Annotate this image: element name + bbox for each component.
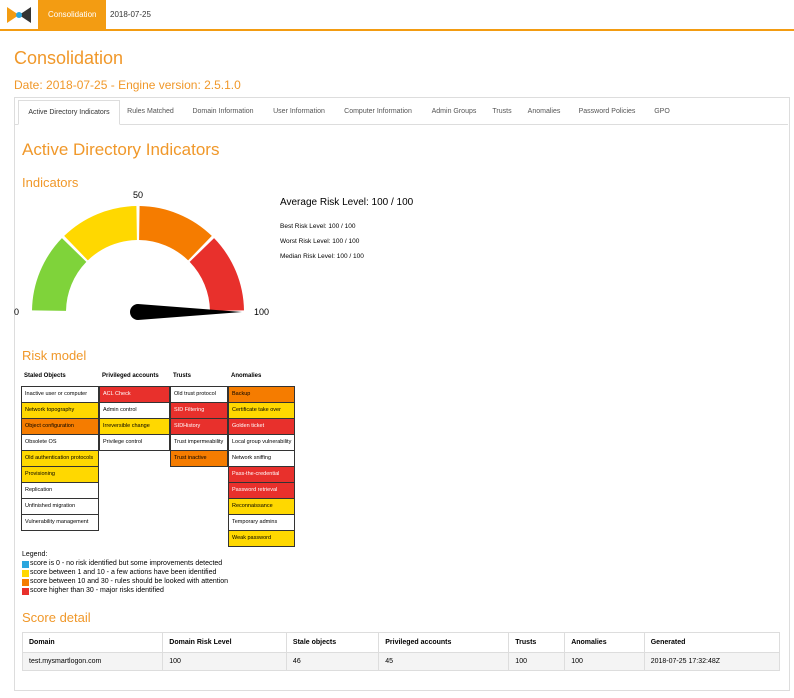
gauge-segment: [32, 238, 87, 311]
gauge-needle: [130, 304, 242, 320]
table-header: Domain Risk Level: [162, 632, 287, 653]
risk-cell[interactable]: Inactive user or computer: [21, 386, 99, 403]
risk-cell[interactable]: Unfinished migration: [21, 498, 99, 515]
table-header: Stale objects: [285, 632, 380, 653]
risk-cell[interactable]: Obsolete OS: [21, 434, 99, 451]
table-header: Generated: [643, 632, 781, 653]
risk-cell[interactable]: Reconnaissance: [228, 498, 295, 515]
table-header: Domain: [21, 632, 164, 653]
risk-cell[interactable]: SID Filtering: [170, 402, 228, 419]
legend-text: score between 10 and 30 - rules should b…: [30, 578, 229, 585]
table-header: Trusts: [508, 632, 566, 653]
risk-cell[interactable]: Admin control: [99, 402, 170, 419]
risk-cell[interactable]: ACL Check: [99, 386, 170, 403]
median-level: Median Risk Level: 100 / 100: [280, 253, 364, 260]
risk-cell[interactable]: SIDHistory: [170, 418, 228, 435]
table-cell: 45: [378, 652, 510, 671]
table-cell: 2018-07-25 17:32:48Z: [643, 652, 781, 671]
risk-cell[interactable]: Pass-the-credential: [228, 466, 295, 483]
legend-swatch: [22, 579, 29, 586]
tab[interactable]: Password Policies: [578, 108, 636, 115]
sub-heading: Score detail: [22, 610, 91, 625]
table-row: test.mysmartlogon.com 100 46 45 100 100 2018-0…: [21, 652, 781, 671]
table-cell: 100: [508, 652, 566, 671]
tab[interactable]: User Information: [273, 108, 325, 115]
gauge-label: 0: [14, 307, 19, 317]
risk-cell[interactable]: Replication: [21, 482, 99, 499]
risk-cell[interactable]: Local group vulnerability: [228, 434, 295, 451]
table-cell: 46: [285, 652, 380, 671]
tab[interactable]: Trusts: [492, 108, 512, 115]
risk-column-header: Anomalies: [231, 373, 262, 379]
page-title: Consolidation: [14, 48, 124, 68]
legend-swatch: [22, 588, 29, 595]
legend-swatch: [22, 570, 29, 577]
gauge-label: 50: [133, 190, 143, 200]
tab[interactable]: Computer Information: [344, 108, 412, 115]
tab-line: [14, 124, 788, 125]
legend-swatch: [22, 561, 29, 568]
risk-cell[interactable]: Network topography: [21, 402, 99, 419]
risk-cell[interactable]: Backup: [228, 386, 295, 403]
best-level: Best Risk Level: 100 / 100: [280, 223, 356, 230]
section-title: Active Directory Indicators: [22, 140, 220, 159]
risk-column-header: Staled Objects: [24, 373, 66, 379]
gauge-segment: [64, 206, 137, 261]
risk-cell[interactable]: Password retrieval: [228, 482, 295, 499]
risk-cell[interactable]: Trust inactive: [170, 450, 228, 467]
table-header: Privileged accounts: [378, 632, 510, 653]
gauge-segment: [189, 238, 244, 311]
risk-cell[interactable]: Network sniffing: [228, 450, 295, 467]
table-cell: 100: [564, 652, 645, 671]
risk-cell[interactable]: Temporary admins: [228, 514, 295, 531]
worst-level: Worst Risk Level: 100 / 100: [280, 238, 360, 245]
tab[interactable]: Anomalies: [527, 108, 561, 115]
sub-heading: Risk model: [22, 348, 87, 363]
risk-cell[interactable]: Object configuration: [21, 418, 99, 435]
gauge: 0 50 100: [14, 190, 269, 320]
table-cell: test.mysmartlogon.com: [21, 652, 164, 671]
risk-cell[interactable]: Vulnerability management: [21, 514, 99, 531]
gauge-label: 100: [254, 307, 269, 317]
risk-cell[interactable]: Old trust protocol: [170, 386, 228, 403]
subtitle: Date: 2018-07-25 - Engine version: 2.5.1…: [14, 78, 241, 92]
risk-cell[interactable]: Certificate take over: [228, 402, 295, 419]
risk-cell[interactable]: Privilege control: [99, 434, 170, 451]
panel: [14, 97, 790, 691]
nav-tab[interactable]: Consolidation: [38, 0, 107, 29]
table-cell: 100: [162, 652, 287, 671]
risk-cell[interactable]: Old authentication protocols: [21, 450, 99, 467]
risk-cell[interactable]: Golden ticket: [228, 418, 295, 435]
risk-cell[interactable]: Provisioning: [21, 466, 99, 483]
risk-column-header: Trusts: [173, 373, 192, 379]
risk-cell[interactable]: Trust impermeability: [170, 434, 228, 451]
sub-heading: Indicators: [22, 175, 79, 190]
gauge-segment: [139, 206, 212, 261]
tab[interactable]: Rules Matched: [127, 108, 174, 115]
table-header: Anomalies: [564, 632, 645, 653]
tab[interactable]: Domain Information: [192, 108, 254, 115]
risk-cell[interactable]: Irreversible change: [99, 418, 170, 435]
nav-date[interactable]: 2018-07-25: [110, 10, 151, 19]
average-level: Average Risk Level: 100 / 100: [280, 197, 414, 208]
legend-title: Legend:: [22, 551, 48, 558]
tab[interactable]: GPO: [654, 108, 670, 115]
tab[interactable]: Active Directory Indicators: [18, 100, 120, 125]
risk-cell[interactable]: Weak password: [228, 530, 295, 547]
logo: [7, 7, 31, 23]
legend-text: score is 0 - no risk identified but some…: [30, 560, 223, 567]
legend-text: score higher than 30 - major risks ident…: [30, 587, 164, 594]
risk-column-header: Privileged accounts: [102, 373, 159, 379]
legend-text: score between 1 and 10 - a few actions h…: [30, 569, 217, 576]
tab[interactable]: Admin Groups: [431, 108, 477, 115]
top-nav: Consolidation 2018-07-25: [0, 0, 794, 31]
score-table: Domain Domain Risk Level Stale objects Priv…: [21, 632, 781, 671]
